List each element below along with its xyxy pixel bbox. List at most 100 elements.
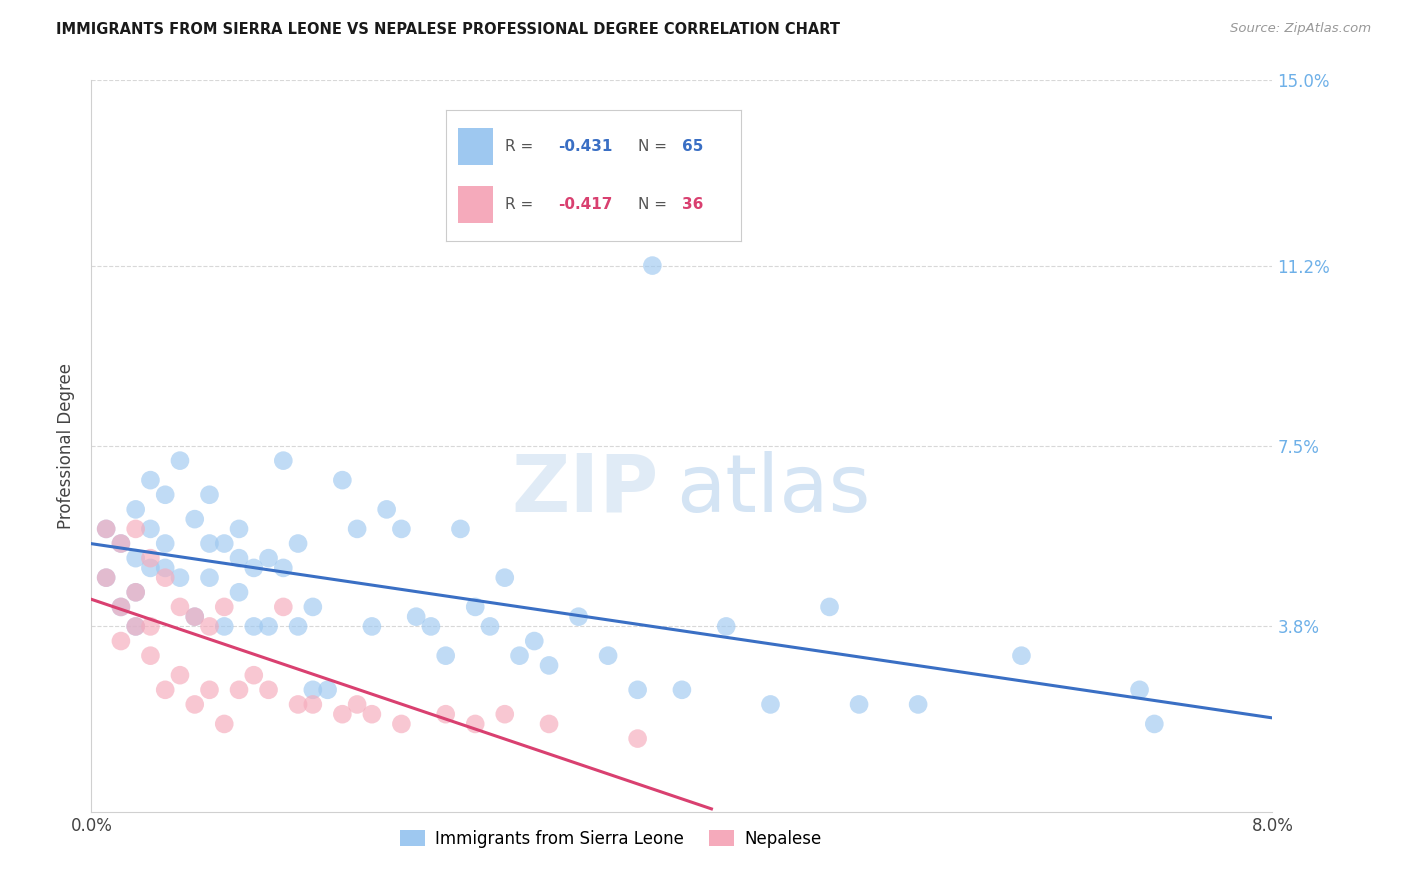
Point xyxy=(96,571,118,585)
Point xyxy=(243,668,266,682)
Point xyxy=(641,259,664,273)
Point xyxy=(228,682,250,697)
Point xyxy=(139,648,162,663)
Point xyxy=(96,522,118,536)
Point xyxy=(818,599,841,614)
Point xyxy=(110,599,132,614)
Point xyxy=(110,599,132,614)
Point xyxy=(169,571,191,585)
Point xyxy=(509,648,531,663)
Point xyxy=(243,619,266,633)
Point xyxy=(243,561,266,575)
Point xyxy=(346,698,368,712)
Point xyxy=(391,717,413,731)
Point xyxy=(96,522,118,536)
Point xyxy=(714,619,737,633)
Text: atlas: atlas xyxy=(676,450,870,529)
Text: Source: ZipAtlas.com: Source: ZipAtlas.com xyxy=(1230,22,1371,36)
Point xyxy=(139,473,162,487)
Point xyxy=(627,731,650,746)
Point xyxy=(124,551,148,566)
Point xyxy=(198,536,221,550)
Point xyxy=(214,599,236,614)
Text: ZIP: ZIP xyxy=(510,450,658,529)
Point xyxy=(214,619,236,633)
Point xyxy=(124,502,148,516)
Point xyxy=(478,619,502,633)
Point xyxy=(848,698,870,712)
Point xyxy=(228,585,250,599)
Point xyxy=(360,619,382,633)
Point xyxy=(110,634,132,648)
Point xyxy=(139,619,162,633)
Point xyxy=(153,561,177,575)
Point xyxy=(124,585,148,599)
Point xyxy=(169,599,191,614)
Point xyxy=(228,522,250,536)
Point xyxy=(419,619,441,633)
Point xyxy=(537,658,560,673)
Point xyxy=(375,502,398,516)
Point xyxy=(198,488,221,502)
Point xyxy=(139,561,162,575)
Point xyxy=(301,682,323,697)
Point xyxy=(110,536,132,550)
Point xyxy=(124,619,148,633)
Point xyxy=(537,717,560,731)
Point xyxy=(183,698,207,712)
Point xyxy=(153,488,177,502)
Point xyxy=(464,599,486,614)
Y-axis label: Professional Degree: Professional Degree xyxy=(58,363,76,529)
Point xyxy=(198,619,221,633)
Point xyxy=(346,522,368,536)
Point xyxy=(434,707,457,722)
Point xyxy=(598,648,620,663)
Point xyxy=(257,551,280,566)
Text: IMMIGRANTS FROM SIERRA LEONE VS NEPALESE PROFESSIONAL DEGREE CORRELATION CHART: IMMIGRANTS FROM SIERRA LEONE VS NEPALESE… xyxy=(56,22,841,37)
Point xyxy=(271,453,295,467)
Point xyxy=(1010,648,1032,663)
Point xyxy=(110,536,132,550)
Point xyxy=(153,536,177,550)
Point xyxy=(153,571,177,585)
Point xyxy=(169,668,191,682)
Point xyxy=(287,536,309,550)
Point xyxy=(332,707,354,722)
Point xyxy=(271,599,295,614)
Point xyxy=(124,585,148,599)
Point xyxy=(96,571,118,585)
Point xyxy=(214,717,236,731)
Point xyxy=(301,599,323,614)
Point xyxy=(464,717,486,731)
Point xyxy=(139,551,162,566)
Point xyxy=(214,536,236,550)
Point xyxy=(124,619,148,633)
Point xyxy=(434,648,457,663)
Point xyxy=(153,682,177,697)
Point xyxy=(1129,682,1152,697)
Legend: Immigrants from Sierra Leone, Nepalese: Immigrants from Sierra Leone, Nepalese xyxy=(394,823,828,855)
Point xyxy=(568,609,591,624)
Point xyxy=(124,522,148,536)
Point xyxy=(316,682,339,697)
Point xyxy=(494,571,516,585)
Point xyxy=(183,512,207,526)
Point xyxy=(287,619,309,633)
Point xyxy=(907,698,929,712)
Point xyxy=(198,571,221,585)
Point xyxy=(228,551,250,566)
Point xyxy=(169,453,191,467)
Point xyxy=(627,682,650,697)
Point xyxy=(257,682,280,697)
Point xyxy=(332,473,354,487)
Point xyxy=(405,609,427,624)
Point xyxy=(198,682,221,697)
Point xyxy=(301,698,323,712)
Point xyxy=(287,698,309,712)
Point xyxy=(759,698,782,712)
Point xyxy=(1143,717,1166,731)
Point xyxy=(271,561,295,575)
Point xyxy=(450,522,472,536)
Point xyxy=(183,609,207,624)
Point xyxy=(671,682,693,697)
